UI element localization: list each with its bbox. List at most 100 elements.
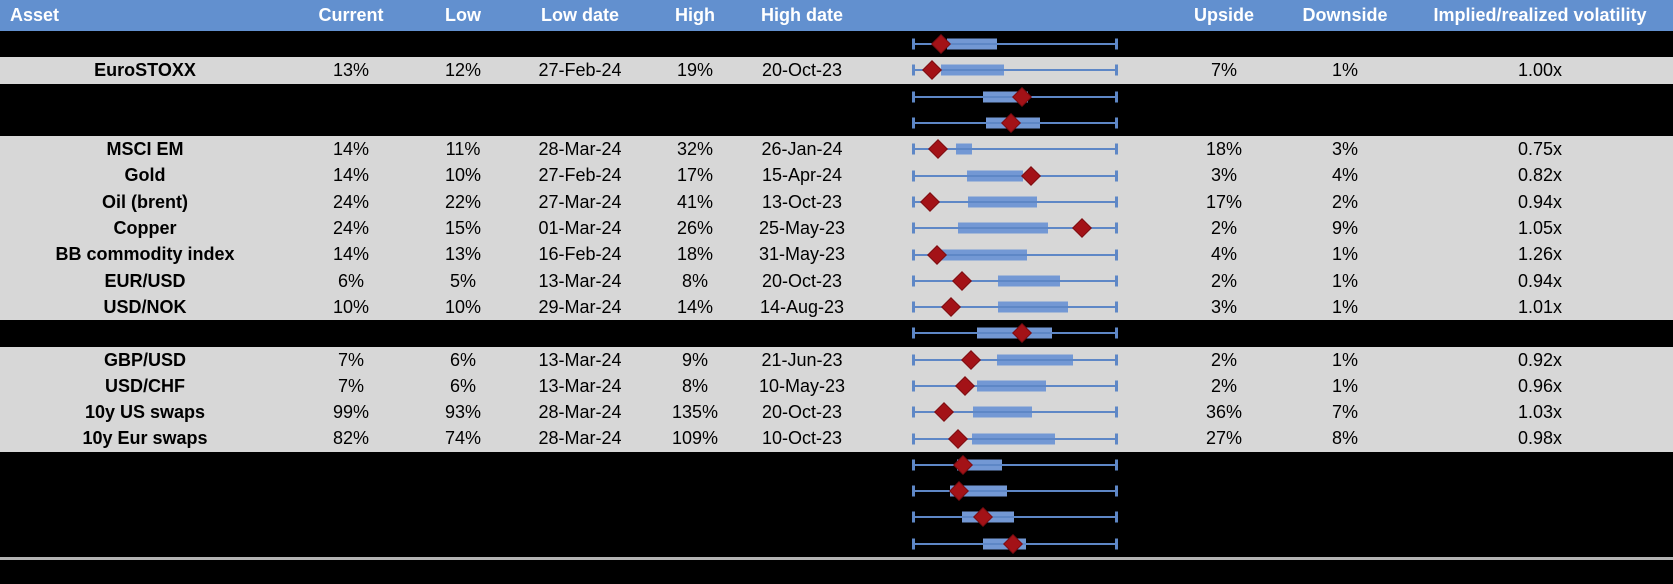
implied-realized-value: 0.92x <box>1517 349 1563 370</box>
current-value: 6% <box>337 270 364 291</box>
current-value <box>296 531 406 557</box>
implied-realized-value <box>1430 504 1650 530</box>
whisker-cap-left <box>912 64 915 76</box>
current-value: 82% <box>332 428 370 449</box>
current-value: 10% <box>332 296 370 317</box>
asset-name: EuroSTOXX <box>94 60 196 81</box>
low-date: 13-Mar-24 <box>538 375 622 396</box>
low-date <box>518 320 642 346</box>
table-row: Oil (brent) 24% 22% 27-Mar-24 41% 13-Oct… <box>0 188 1673 216</box>
high-value <box>655 478 735 504</box>
whisker-line <box>913 516 1117 519</box>
whisker-cap-left <box>912 511 915 523</box>
low-value <box>410 84 516 110</box>
asset-name <box>10 110 280 136</box>
upside-value <box>1164 478 1284 504</box>
whisker-line <box>913 358 1117 361</box>
whisker-cap-left <box>912 459 915 471</box>
table-row: EUR/USD 6% 5% 13-Mar-24 8% 20-Oct-23 2% … <box>0 267 1673 294</box>
current-marker-diamond <box>931 34 951 55</box>
low-date: 27-Feb-24 <box>538 60 622 81</box>
asset-name: USD/CHF <box>105 375 185 396</box>
downside-value: 9% <box>1331 218 1358 239</box>
whisker-line <box>913 69 1117 72</box>
table-body: EuroSTOXX 13% 12% 27-Feb-24 19% 20-Oct-2… <box>0 31 1673 557</box>
asset-name: Gold <box>124 165 166 186</box>
upside-value <box>1164 31 1284 57</box>
table-row <box>0 478 1673 505</box>
low-value: 22% <box>444 191 482 212</box>
downside-value: 1% <box>1331 270 1358 291</box>
low-date <box>518 452 642 478</box>
implied-realized-value <box>1430 478 1650 504</box>
implied-realized-value: 0.94x <box>1517 191 1563 212</box>
downside-value: 4% <box>1331 165 1358 186</box>
upside-value: 4% <box>1210 244 1237 265</box>
low-date: 28-Mar-24 <box>538 139 622 160</box>
high-date: 31-May-23 <box>758 244 846 265</box>
high-value: 135% <box>671 402 719 423</box>
whisker-cap-left <box>912 433 915 445</box>
high-date: 20-Oct-23 <box>761 270 843 291</box>
whisker-line <box>913 200 1117 203</box>
current-marker-diamond <box>920 192 940 212</box>
whisker-line <box>913 463 1117 466</box>
whisker-cap-left <box>912 538 915 550</box>
downside-value: 2% <box>1331 191 1358 212</box>
boxplot <box>912 162 1118 188</box>
upside-value: 27% <box>1205 428 1243 449</box>
low-date <box>518 504 642 530</box>
whisker-cap-left <box>912 222 915 234</box>
whisker-cap-right <box>1115 538 1118 550</box>
asset-name <box>10 452 280 478</box>
low-date: 16-Feb-24 <box>538 244 622 265</box>
upside-value: 3% <box>1210 165 1237 186</box>
boxplot <box>912 136 1118 162</box>
whisker-cap-right <box>1115 433 1118 445</box>
whisker-cap-left <box>912 485 915 497</box>
implied-realized-value <box>1430 110 1650 136</box>
whisker-cap-right <box>1115 64 1118 76</box>
boxplot <box>912 347 1118 373</box>
implied-realized-value: 1.00x <box>1517 60 1563 81</box>
downside-value <box>1288 531 1402 557</box>
current-marker-diamond <box>948 481 969 502</box>
low-value <box>410 452 516 478</box>
whisker-cap-left <box>912 380 915 392</box>
current-marker-diamond <box>1012 323 1032 344</box>
implied-realized-value: 0.75x <box>1517 139 1563 160</box>
table-header: Asset Current Low Low date High High dat… <box>0 0 1673 31</box>
high-value <box>655 31 735 57</box>
upside-value <box>1164 504 1284 530</box>
current-value: 14% <box>332 244 370 265</box>
boxplot <box>912 241 1118 267</box>
high-value: 32% <box>676 139 714 160</box>
downside-value: 1% <box>1331 349 1358 370</box>
high-date <box>737 504 867 530</box>
whisker-cap-right <box>1115 459 1118 471</box>
asset-name: 10y Eur swaps <box>82 428 208 449</box>
low-value <box>410 504 516 530</box>
whisker-cap-left <box>912 301 915 313</box>
high-value: 26% <box>676 218 714 239</box>
current-value <box>296 478 406 504</box>
implied-realized-value: 0.94x <box>1517 270 1563 291</box>
column-header-downside: Downside <box>1302 5 1388 25</box>
column-header-current: Current <box>318 5 384 25</box>
whisker-cap-right <box>1115 406 1118 418</box>
low-value: 11% <box>445 139 481 160</box>
low-value <box>410 31 516 57</box>
low-date: 27-Mar-24 <box>538 191 622 212</box>
high-date <box>737 452 867 478</box>
column-header-high: High <box>675 5 715 25</box>
column-header-low: Low <box>445 5 481 25</box>
downside-value <box>1288 110 1402 136</box>
boxplot <box>912 504 1118 530</box>
whisker-cap-right <box>1115 117 1118 129</box>
whisker-cap-left <box>912 143 915 155</box>
whisker-line <box>913 279 1117 282</box>
boxplot <box>912 189 1118 215</box>
upside-value: 2% <box>1210 349 1237 370</box>
low-value <box>410 478 516 504</box>
